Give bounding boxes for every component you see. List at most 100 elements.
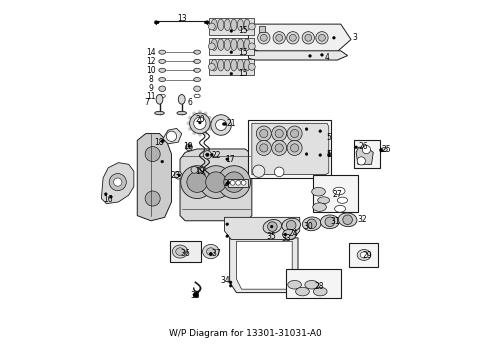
- Text: 30: 30: [303, 222, 313, 231]
- Text: 24: 24: [288, 229, 298, 238]
- Text: 16: 16: [103, 195, 112, 204]
- Circle shape: [275, 144, 283, 152]
- Polygon shape: [228, 179, 248, 187]
- Text: W/P Diagram for 13301-31031-A0: W/P Diagram for 13301-31031-A0: [169, 329, 321, 338]
- Circle shape: [161, 140, 164, 143]
- Ellipse shape: [231, 39, 237, 50]
- Circle shape: [271, 126, 287, 141]
- Circle shape: [316, 32, 328, 44]
- Circle shape: [188, 116, 192, 120]
- Polygon shape: [224, 217, 300, 240]
- Circle shape: [166, 131, 176, 141]
- Circle shape: [319, 130, 321, 132]
- Circle shape: [305, 153, 308, 156]
- Polygon shape: [356, 147, 373, 164]
- Circle shape: [208, 116, 211, 120]
- Polygon shape: [163, 129, 182, 144]
- Circle shape: [248, 63, 255, 70]
- Ellipse shape: [237, 59, 244, 71]
- Ellipse shape: [194, 94, 200, 98]
- Text: 23: 23: [170, 171, 180, 180]
- Ellipse shape: [206, 248, 215, 255]
- Bar: [248, 120, 330, 178]
- Ellipse shape: [218, 59, 224, 71]
- Polygon shape: [252, 123, 329, 175]
- Ellipse shape: [357, 249, 371, 260]
- Ellipse shape: [194, 77, 200, 82]
- Ellipse shape: [177, 111, 187, 115]
- Text: 20: 20: [195, 115, 205, 125]
- Ellipse shape: [231, 59, 237, 71]
- Circle shape: [204, 112, 207, 115]
- Circle shape: [218, 166, 250, 199]
- Polygon shape: [248, 24, 351, 51]
- Circle shape: [109, 174, 126, 191]
- Circle shape: [193, 131, 196, 135]
- Circle shape: [230, 180, 235, 185]
- Ellipse shape: [211, 19, 217, 31]
- Text: 12: 12: [146, 57, 156, 66]
- Circle shape: [187, 122, 190, 125]
- Circle shape: [230, 51, 233, 54]
- Ellipse shape: [194, 86, 200, 91]
- Circle shape: [260, 130, 268, 138]
- Ellipse shape: [202, 244, 219, 259]
- Ellipse shape: [211, 39, 217, 50]
- Circle shape: [211, 153, 213, 156]
- Circle shape: [208, 43, 215, 50]
- Circle shape: [248, 43, 255, 50]
- Circle shape: [256, 140, 271, 156]
- Circle shape: [104, 193, 107, 195]
- Circle shape: [208, 127, 211, 131]
- Circle shape: [248, 23, 255, 30]
- Ellipse shape: [244, 19, 250, 31]
- Circle shape: [355, 146, 358, 149]
- Circle shape: [226, 223, 228, 226]
- Ellipse shape: [295, 287, 309, 296]
- Circle shape: [275, 130, 283, 138]
- Circle shape: [256, 126, 271, 141]
- Circle shape: [199, 166, 232, 199]
- Circle shape: [320, 54, 323, 56]
- Circle shape: [204, 21, 207, 24]
- Text: 10: 10: [146, 66, 156, 75]
- Ellipse shape: [172, 245, 188, 258]
- Text: 34: 34: [220, 276, 230, 285]
- Ellipse shape: [302, 217, 321, 231]
- Circle shape: [327, 153, 330, 156]
- Text: 38: 38: [191, 291, 200, 300]
- Polygon shape: [230, 238, 298, 293]
- Ellipse shape: [244, 59, 250, 71]
- Circle shape: [362, 145, 370, 154]
- Circle shape: [145, 147, 160, 162]
- Ellipse shape: [318, 197, 330, 204]
- Ellipse shape: [244, 39, 250, 50]
- Circle shape: [319, 154, 321, 157]
- Ellipse shape: [159, 94, 165, 98]
- Circle shape: [208, 63, 215, 70]
- Circle shape: [236, 180, 241, 185]
- Text: 18: 18: [154, 138, 164, 147]
- Ellipse shape: [194, 68, 200, 72]
- Circle shape: [198, 110, 201, 114]
- Circle shape: [161, 160, 164, 163]
- Circle shape: [187, 172, 207, 192]
- Circle shape: [181, 166, 214, 199]
- Text: 27: 27: [333, 190, 342, 199]
- Circle shape: [276, 34, 283, 41]
- Circle shape: [188, 145, 191, 148]
- Text: 13: 13: [177, 14, 187, 23]
- Text: 35: 35: [267, 232, 276, 241]
- Text: 36: 36: [181, 249, 191, 258]
- Circle shape: [209, 122, 213, 125]
- Circle shape: [252, 165, 265, 177]
- Ellipse shape: [224, 59, 230, 71]
- Circle shape: [230, 30, 233, 32]
- Ellipse shape: [178, 95, 185, 104]
- Circle shape: [260, 144, 268, 152]
- Circle shape: [211, 115, 231, 135]
- Ellipse shape: [335, 205, 345, 212]
- Bar: [209, 38, 253, 55]
- Text: 31: 31: [331, 217, 341, 226]
- Text: 25: 25: [381, 145, 391, 154]
